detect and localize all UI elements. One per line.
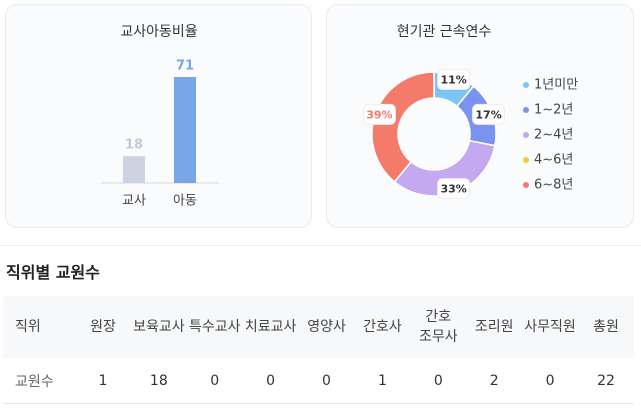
table-cell: 1 (75, 358, 131, 404)
table-cell: 18 (130, 358, 187, 404)
header-row: 직위 원장 보육교사 특수교사 치료교사 영양사 간호사 간호 조무사 조리원 사무직원 총원 (3, 296, 634, 358)
bar-card: 교사아동비율 18 교사 71 아동 (5, 4, 312, 228)
chart-title: 교사아동비율 (120, 24, 197, 40)
legend-label: 1~2년 (534, 103, 573, 118)
table-cell: 사무직원 (522, 296, 579, 358)
table-cell: 0 (242, 358, 299, 404)
table-cell: 1 (354, 358, 411, 404)
table-title: 직위별 교원수 (6, 263, 100, 282)
label-box (362, 103, 396, 125)
table-cell: 보육교사 (130, 296, 187, 358)
legend-label: 6~8년 (534, 178, 573, 193)
chart-title: 현기관 근속연수 (397, 24, 492, 40)
table: 직위 원장 보육교사 특수교사 치료교사 영양사 간호사 간호 조무사 조리원 사무직원 총원 교원수… (3, 296, 634, 404)
table-cell: 0 (186, 358, 243, 404)
legend-marker (523, 132, 529, 138)
divider (0, 245, 641, 246)
pie-card: 현기관 근속연수 11% 1년미만 17% 1~2년 33% 2~4년 4~6년 39% 6~8년 (326, 4, 634, 228)
legend-label: 2~4년 (534, 128, 573, 143)
table-cell: 조리원 (466, 296, 523, 358)
legend-label: 1년미만 (534, 78, 578, 93)
table-cell: 간호사 (354, 296, 411, 358)
table-cell: 교원수 (3, 358, 75, 404)
pie-chart: 현기관 근속연수 11% 1년미만 17% 1~2년 33% 2~4년 4~6년 39% 6~8년 (362, 24, 578, 200)
pie-slice (371, 71, 435, 183)
table-cell: 2 (466, 358, 523, 404)
legend-label: 4~6년 (534, 153, 573, 168)
label-box (437, 68, 471, 90)
data-row: 교원수 1 18 0 0 0 1 0 2 0 22 (3, 358, 634, 404)
table-cell: 영양사 (298, 296, 355, 358)
value-label: 11% (440, 73, 466, 86)
value-label: 18 (125, 138, 143, 153)
table-cell: 간호 조무사 (410, 296, 467, 358)
legend-marker (523, 182, 529, 188)
legend-marker (523, 157, 529, 163)
value-label: 39% (366, 108, 392, 121)
legend-marker (523, 107, 529, 113)
table-cell: 직위 (3, 296, 75, 358)
bar (123, 156, 145, 183)
bar (174, 77, 196, 183)
table-cell: 원장 (75, 296, 131, 358)
bar-chart: 교사아동비율 18 교사 71 아동 (101, 24, 219, 209)
table-cell: 0 (410, 358, 467, 404)
x-tick-label: 아동 (173, 194, 197, 209)
legend-marker (523, 82, 529, 88)
table-cell: 총원 (578, 296, 634, 358)
label-box (472, 103, 506, 125)
label-box (437, 178, 471, 200)
value-label: 33% (440, 183, 466, 196)
table-cell: 치료교사 (242, 296, 299, 358)
value-label: 17% (475, 108, 501, 121)
table-cell: 특수교사 (186, 296, 243, 358)
table-cell: 22 (578, 358, 634, 404)
table-cell: 0 (298, 358, 355, 404)
table-cell: 0 (522, 358, 579, 404)
x-tick-label: 교사 (122, 194, 146, 209)
value-label: 71 (176, 59, 194, 74)
